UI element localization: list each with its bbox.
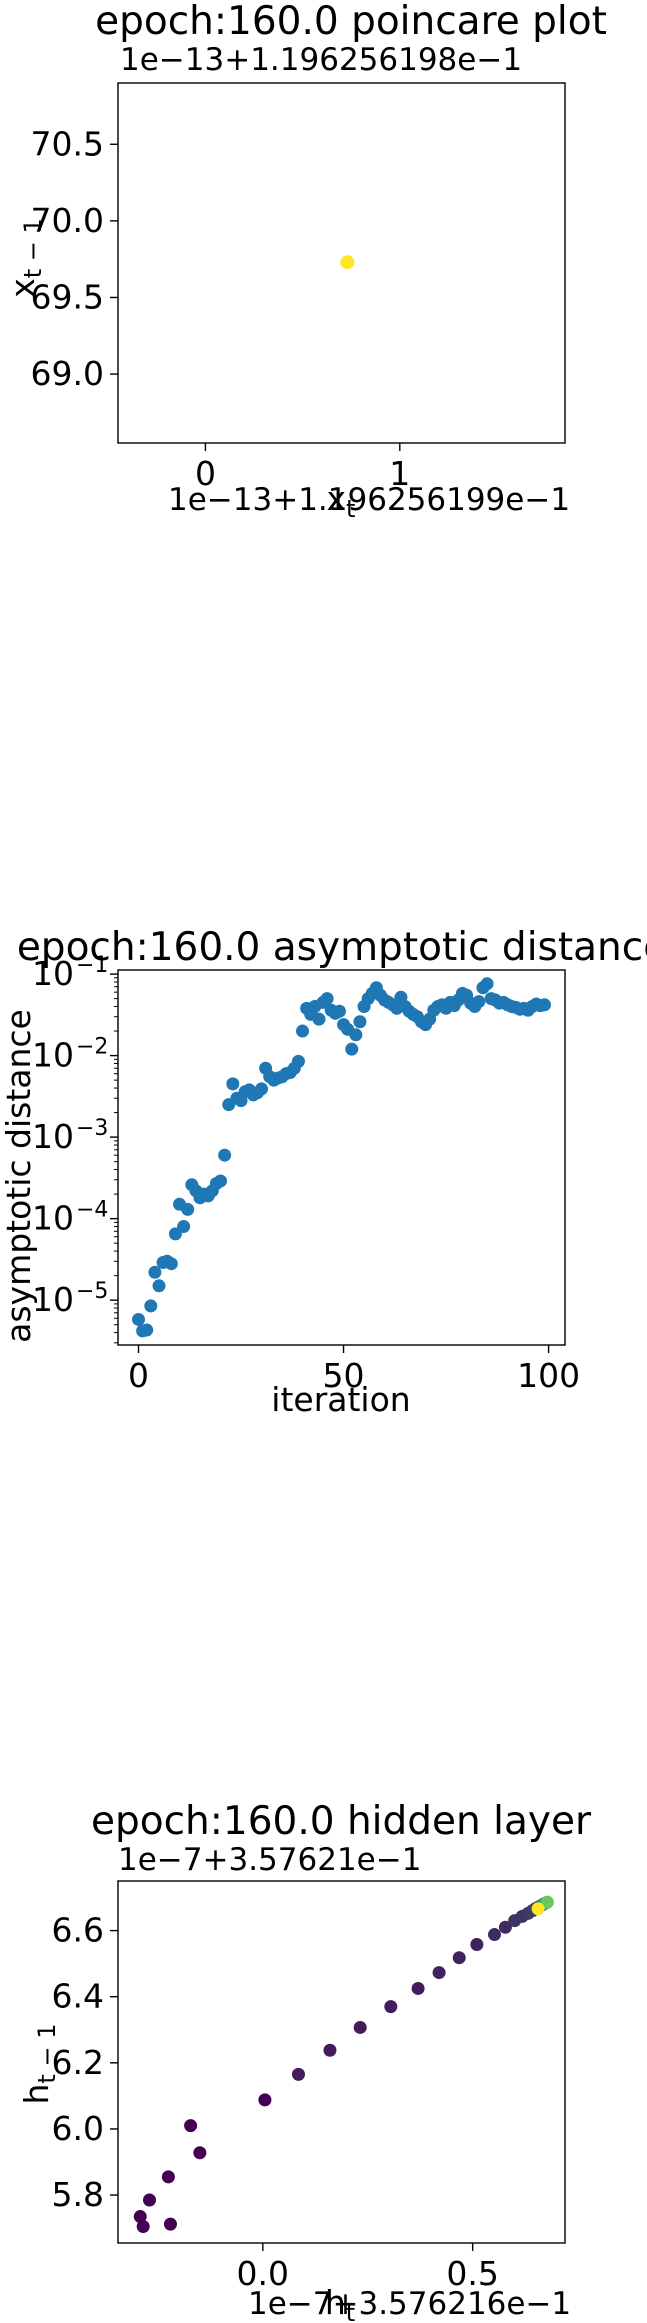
x-offset-text: 1e−7+3.576216e−1 xyxy=(248,2286,571,2322)
y-tick-label: 69.5 xyxy=(31,277,104,316)
data-point xyxy=(540,1895,554,1909)
y-axis-label: asymptotic distance xyxy=(0,1009,38,1343)
data-point xyxy=(291,2067,305,2081)
y-tick-label: 10 xyxy=(32,1036,74,1075)
y-offset-text: 1e−13+1.196256198e−1 xyxy=(120,42,522,78)
x-offset-text: 1e−13+1.196256199e−1 xyxy=(168,482,570,518)
data-point xyxy=(470,1937,484,1951)
data-point xyxy=(345,1042,359,1056)
y-axis-label: xt − 1 xyxy=(3,218,47,298)
data-point xyxy=(323,2043,337,2057)
data-point xyxy=(163,2217,177,2231)
y-tick-exponent: −1 xyxy=(76,953,108,978)
data-point xyxy=(487,1928,501,1942)
x-tick-label: 100 xyxy=(517,1356,580,1395)
y-tick-label: 6.6 xyxy=(52,1911,104,1950)
data-point xyxy=(161,2170,175,2184)
y-tick-label: 70.0 xyxy=(31,201,104,240)
chart-poincare: epoch:160.0 poincare plot 1e−13+1.196256… xyxy=(3,0,607,523)
x-tick-label: 0.5 xyxy=(446,2254,498,2293)
data-point xyxy=(142,2193,156,2207)
y-tick-label: 10 xyxy=(32,954,74,993)
chart-asymptotic-distance: epoch:160.0 asymptotic distance 10−510−4… xyxy=(0,925,647,1419)
y-tick-label: 10 xyxy=(32,1117,74,1156)
data-point xyxy=(320,992,334,1006)
y-tick-exponent: −3 xyxy=(76,1116,108,1141)
data-point xyxy=(144,1299,158,1313)
data-point xyxy=(193,2146,207,2160)
y-axis: 5.8 6.0 6.2 6.4 6.6 xyxy=(52,1911,118,2214)
data-point xyxy=(531,1902,545,1916)
y-axis: 69.0 69.5 70.0 70.5 xyxy=(31,124,118,393)
data-point xyxy=(218,1148,232,1162)
plot-frame xyxy=(117,969,566,1346)
data-points xyxy=(340,255,355,270)
x-tick-label: 1 xyxy=(389,454,410,493)
data-point xyxy=(384,2000,398,2014)
data-point xyxy=(184,2119,198,2133)
y-tick-exponent: −5 xyxy=(76,1279,108,1304)
data-points xyxy=(133,1895,554,2233)
y-tick-label: 69.0 xyxy=(31,354,104,393)
x-tick-label: 50 xyxy=(323,1356,365,1395)
chart-hidden-layer: epoch:160.0 hidden layer 1e−7+3.57621e−1… xyxy=(17,1799,592,2323)
y-tick-label: 6.4 xyxy=(52,1977,104,2016)
x-axis: 0.0 0.5 xyxy=(237,2243,499,2293)
data-point xyxy=(296,1024,310,1038)
data-point xyxy=(332,1004,346,1018)
data-point xyxy=(537,998,551,1012)
y-tick-label: 10 xyxy=(32,1280,74,1319)
data-point xyxy=(498,1920,512,1934)
data-point xyxy=(152,1279,166,1293)
data-point xyxy=(472,995,486,1009)
data-point xyxy=(349,1028,363,1042)
y-tick-label: 70.5 xyxy=(31,124,104,163)
data-point xyxy=(181,1202,195,1216)
y-tick-label: 6.0 xyxy=(52,2109,104,2148)
data-point xyxy=(164,1257,178,1271)
data-point xyxy=(411,1981,425,1995)
data-points xyxy=(132,977,551,1338)
data-point xyxy=(148,1265,162,1279)
data-point xyxy=(258,2093,272,2107)
data-point xyxy=(340,255,355,270)
data-point xyxy=(177,1220,191,1234)
data-point xyxy=(214,1174,228,1188)
x-tick-label: 0.0 xyxy=(237,2254,289,2293)
x-tick-label: 0 xyxy=(128,1356,149,1395)
y-axis: 10−510−410−310−210−1 xyxy=(32,953,118,1344)
y-tick-exponent: −2 xyxy=(76,1035,108,1060)
data-point xyxy=(255,1082,269,1096)
chart-title: epoch:160.0 poincare plot xyxy=(95,0,607,44)
data-point xyxy=(432,1966,446,1980)
data-point xyxy=(353,2020,367,2034)
chart-title: epoch:160.0 asymptotic distance xyxy=(17,925,647,970)
plot-frame xyxy=(117,1880,566,2244)
data-point xyxy=(132,1312,146,1326)
x-axis-label: iteration xyxy=(271,1380,410,1419)
x-tick-label: 0 xyxy=(195,454,216,493)
chart-title: epoch:160.0 hidden layer xyxy=(91,1799,592,1844)
data-point xyxy=(480,977,494,991)
y-offset-text: 1e−7+3.57621e−1 xyxy=(118,1842,421,1878)
y-tick-label: 6.2 xyxy=(52,2043,104,2082)
y-axis-label: ht − 1 xyxy=(17,2024,61,2105)
data-point xyxy=(353,1015,367,1029)
data-point xyxy=(136,2219,150,2233)
plot-frame xyxy=(117,82,566,444)
data-point xyxy=(133,2210,147,2224)
data-point xyxy=(140,1323,154,1337)
y-tick-exponent: −4 xyxy=(76,1198,108,1223)
data-point xyxy=(452,1951,466,1965)
y-tick-label: 10 xyxy=(32,1199,74,1238)
data-point xyxy=(312,1012,326,1026)
data-point xyxy=(291,1054,305,1068)
data-point xyxy=(226,1077,240,1091)
x-axis: 0 50 100 xyxy=(128,1345,580,1395)
y-tick-label: 5.8 xyxy=(52,2175,104,2214)
